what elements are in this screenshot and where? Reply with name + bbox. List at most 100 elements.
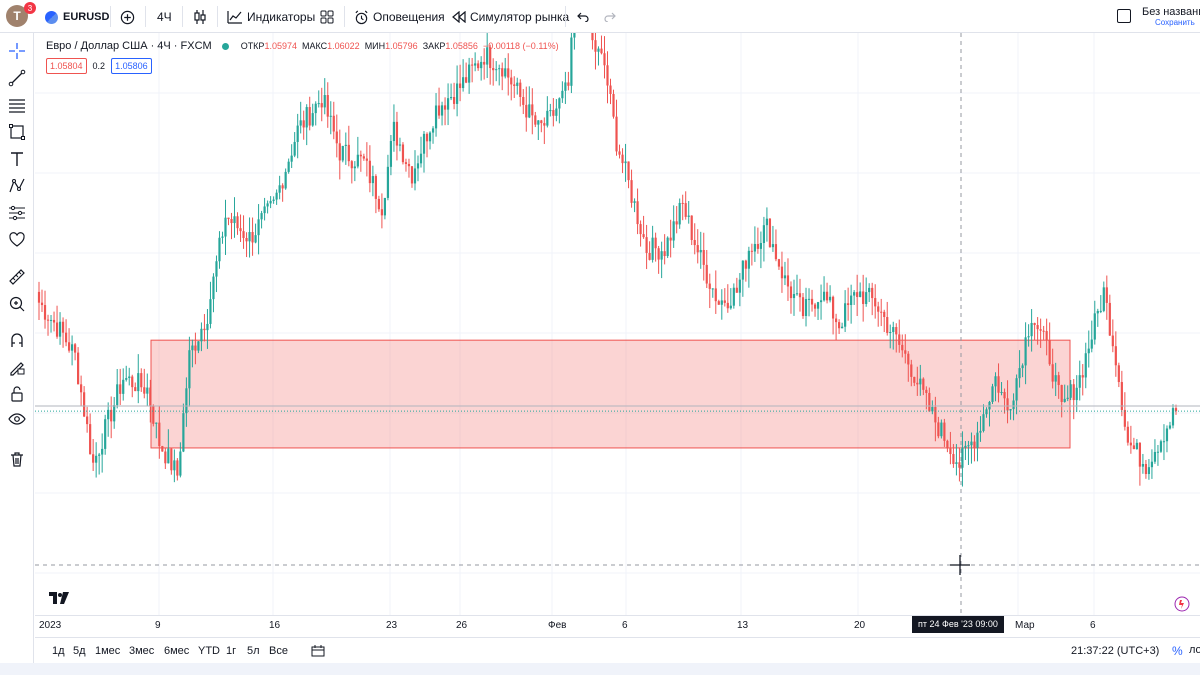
lock-all-tool[interactable] <box>7 384 27 404</box>
candle-body <box>209 299 212 324</box>
candle-body <box>705 264 708 284</box>
candle-body <box>1084 353 1087 378</box>
chart-type-button[interactable] <box>193 8 207 26</box>
candle-body <box>810 298 814 305</box>
undo-button[interactable] <box>577 8 589 26</box>
layouts-icon <box>320 10 334 24</box>
text-tool[interactable] <box>7 149 27 169</box>
replay-button[interactable]: Симулятор рынка <box>452 8 569 26</box>
candle-body <box>329 115 332 117</box>
tradingview-logo[interactable] <box>49 591 71 607</box>
candle-body <box>795 293 799 295</box>
range-5d-button[interactable]: 5д <box>73 645 86 657</box>
buy-price-button[interactable]: 1.05806 <box>111 58 152 74</box>
remove-drawings-tool[interactable] <box>7 449 27 469</box>
candle-body <box>401 144 405 163</box>
candlestick-chart[interactable] <box>35 33 1200 615</box>
indicators-icon <box>227 11 242 24</box>
candle-body <box>822 291 826 301</box>
prediction-tool[interactable] <box>7 203 27 223</box>
candle-body <box>567 82 570 86</box>
save-button[interactable]: Сохранить <box>1155 18 1195 27</box>
candle-body <box>299 120 302 126</box>
range-5y-button[interactable]: 5л <box>247 645 260 657</box>
layouts-button[interactable] <box>320 8 334 26</box>
candle-body <box>338 143 341 161</box>
zoom-tool[interactable] <box>7 294 27 314</box>
chart-pane[interactable] <box>35 33 1200 615</box>
candle-body <box>925 389 928 393</box>
candle-body <box>428 132 432 142</box>
candle-body <box>1174 408 1178 412</box>
candle-body <box>886 317 889 333</box>
candle-body <box>64 332 68 343</box>
range-all-button[interactable]: Все <box>269 645 288 657</box>
favorites-tool[interactable] <box>7 230 27 250</box>
legend-title[interactable]: Евро / Доллар США · 4Ч · FXCM <box>46 40 212 52</box>
indicators-button[interactable]: Индикаторы <box>227 8 315 26</box>
pattern-tool[interactable] <box>7 176 27 196</box>
candle-body <box>272 199 275 201</box>
go-to-date-button[interactable] <box>311 645 325 660</box>
symbol-search-button[interactable]: EURUSD <box>45 8 109 26</box>
range-6m-button[interactable]: 6мес <box>164 645 190 657</box>
candle-body <box>792 294 796 299</box>
compare-symbol-button[interactable] <box>120 8 135 26</box>
trendline-tool[interactable] <box>7 68 27 88</box>
rectangle-tool[interactable] <box>7 122 27 142</box>
ruler-tool[interactable] <box>7 267 27 287</box>
candle-body <box>1126 426 1129 443</box>
rectangle-zone[interactable] <box>150 339 1071 449</box>
range-1m-button[interactable]: 1мес <box>95 645 121 657</box>
crosshair-cursor-icon <box>950 555 970 575</box>
layout-title[interactable]: Без названи <box>1142 6 1200 18</box>
candle-body <box>1054 375 1057 382</box>
auto-scale-button[interactable]: ло <box>1189 644 1200 656</box>
candle-body <box>1156 451 1160 453</box>
candle-body <box>389 141 393 167</box>
candle-body <box>95 455 98 463</box>
range-1d-button[interactable]: 1д <box>52 645 65 657</box>
alerts-button[interactable]: Оповещения <box>354 8 445 26</box>
candle-body <box>86 416 89 425</box>
candle-body <box>474 63 477 66</box>
sell-price-button[interactable]: 1.05804 <box>46 58 87 74</box>
redo-button[interactable] <box>604 8 616 26</box>
candle-body <box>1033 322 1036 326</box>
candle-body <box>483 61 486 65</box>
clock-timezone[interactable]: 21:37:22 (UTC+3) <box>1071 645 1160 657</box>
layout-checkbox[interactable] <box>1117 9 1131 23</box>
range-ytd-button[interactable]: YTD <box>198 645 220 657</box>
crosshair-tool[interactable] <box>7 41 27 61</box>
candle-body <box>200 328 203 342</box>
percent-scale-button[interactable]: % <box>1172 644 1183 658</box>
candle-body <box>161 446 164 452</box>
candle-body <box>504 68 507 77</box>
hide-drawings-tool[interactable] <box>7 409 27 429</box>
candle-body <box>227 217 230 220</box>
trendline-icon <box>8 69 26 87</box>
candle-body <box>462 77 465 89</box>
time-axis[interactable]: 2023 9 16 23 26 Фев 6 13 20 Мар 6 <box>35 615 1200 636</box>
candle-body <box>245 237 248 242</box>
candle-body <box>1132 445 1135 450</box>
range-3m-button[interactable]: 3мес <box>129 645 155 657</box>
candle-body <box>1087 348 1090 354</box>
fib-tool[interactable] <box>7 95 27 115</box>
candle-body <box>528 104 531 118</box>
market-status-icon <box>221 42 229 50</box>
interval-button[interactable]: 4Ч <box>157 10 172 24</box>
candle-body <box>549 110 552 112</box>
candle-body <box>1168 425 1172 429</box>
magnet-tool[interactable] <box>7 330 27 350</box>
candle-body <box>452 96 456 104</box>
candle-body <box>1120 382 1123 410</box>
candle-body <box>501 68 504 77</box>
range-1y-button[interactable]: 1г <box>226 645 237 657</box>
lock-drawing-tool[interactable] <box>7 357 27 377</box>
candle-body <box>395 121 399 146</box>
replay-icon <box>452 11 466 23</box>
candle-body <box>101 448 104 455</box>
avatar[interactable]: T <box>6 5 28 27</box>
candle-body <box>1078 375 1081 388</box>
